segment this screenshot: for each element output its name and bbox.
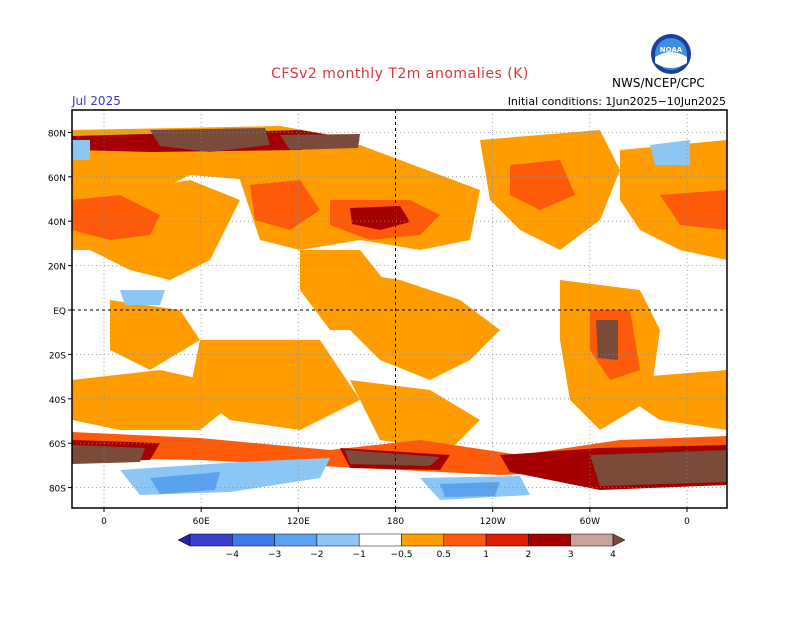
- colorbar-swatch: [232, 533, 275, 547]
- colorbar-label: 2: [526, 550, 532, 560]
- colorbar-label: 4: [610, 550, 616, 560]
- lat-tick-label: 60S: [49, 440, 66, 450]
- colorbar-swatch: [189, 533, 233, 547]
- colorbar-label: 3: [568, 550, 574, 560]
- lat-tick-label: 20S: [49, 351, 66, 361]
- colorbar-label: 1: [483, 550, 489, 560]
- lat-tick-label: 60N: [48, 174, 66, 184]
- lon-tick-label: 0: [101, 517, 107, 527]
- lat-tick-label: EQ: [53, 307, 66, 317]
- lon-tick-label: 120W: [480, 517, 506, 527]
- colorbar: −4 −3 −2 −1 −0.5 0.5 1 2 3 4: [177, 533, 626, 560]
- colorbar-swatch: [443, 533, 487, 547]
- colorbar-label: −4: [226, 550, 240, 560]
- colorbar-arrow-high: [612, 533, 626, 547]
- colorbar-label: −0.5: [391, 550, 413, 560]
- noaa-logo-text: NOAA: [660, 46, 683, 54]
- longitude-labels: 0 60E 120E 180 120W 60W 0: [101, 517, 690, 527]
- noaa-logo: NOAA: [651, 34, 691, 74]
- colorbar-label: −3: [268, 550, 281, 560]
- forecast-month: Jul 2025: [72, 94, 121, 108]
- lon-tick-label: 120E: [287, 517, 310, 527]
- colorbar-swatch: [316, 533, 360, 547]
- map-title: CFSv2 monthly T2m anomalies (K): [271, 66, 529, 82]
- lat-tick-label: 40S: [49, 396, 66, 406]
- colorbar-swatch: [274, 533, 318, 547]
- latitude-labels: 80N 60N 40N 20N EQ 20S 40S 60S 80S: [48, 129, 66, 494]
- map-frame: [71, 109, 728, 509]
- lat-tick-label: 40N: [48, 218, 66, 228]
- lat-tick-label: 80S: [49, 485, 66, 495]
- colorbar-label: −2: [310, 550, 323, 560]
- colorbar-label: 0.5: [437, 550, 451, 560]
- anomaly-field: [72, 110, 727, 508]
- lat-tick-label: 20N: [48, 263, 66, 273]
- lon-tick-label: 180: [387, 517, 404, 527]
- lat-tick-label: 80N: [48, 129, 66, 139]
- colorbar-arrow-low: [177, 533, 191, 547]
- colorbar-swatch: [528, 533, 571, 547]
- agency-label: NWS/NCEP/CPC: [612, 76, 705, 90]
- colorbar-swatch: [401, 533, 445, 547]
- lon-tick-label: 60W: [580, 517, 600, 527]
- colorbar-swatch: [570, 533, 614, 547]
- lon-tick-label: 60E: [193, 517, 210, 527]
- lon-tick-label: 0: [684, 517, 690, 527]
- colorbar-swatch: [358, 533, 402, 547]
- initial-conditions: Initial conditions: 1Jun2025−10Jun2025: [507, 95, 726, 108]
- colorbar-swatch: [485, 533, 529, 547]
- colorbar-label: −1: [353, 550, 366, 560]
